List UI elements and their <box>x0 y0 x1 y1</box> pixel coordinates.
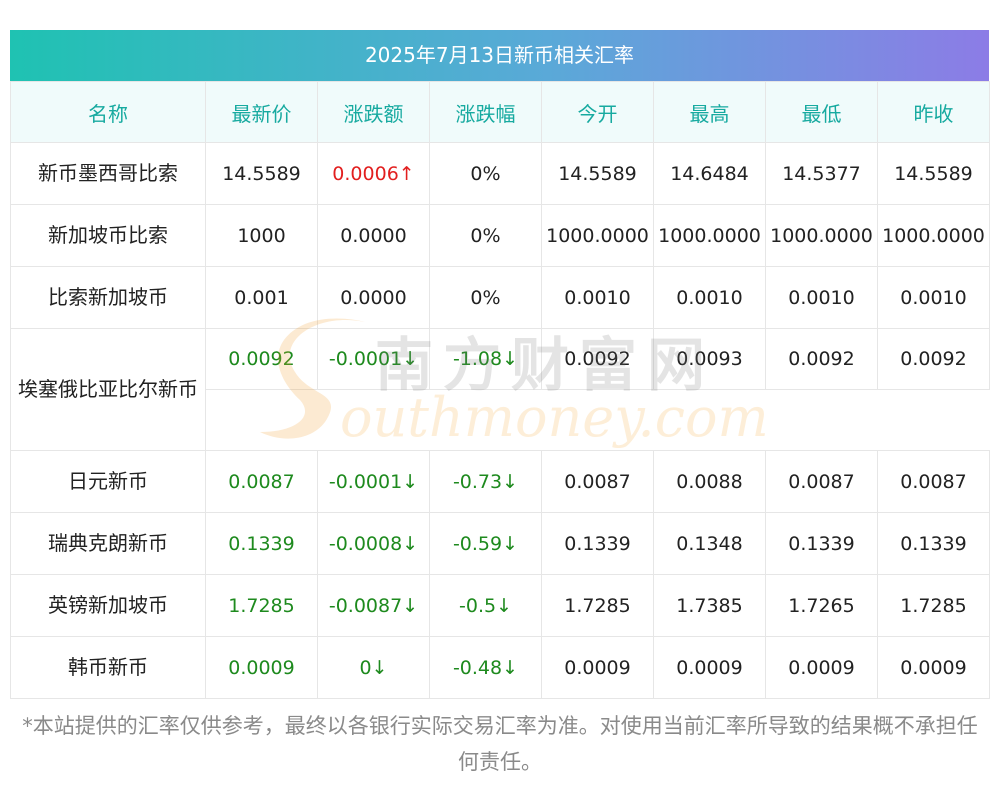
cell-latest: 14.5589 <box>205 142 318 205</box>
cell-pct: -0.73↓ <box>429 450 542 513</box>
cell-pct: 0% <box>429 204 542 267</box>
cell-pct: -0.59↓ <box>429 512 542 575</box>
cell-change: 0↓ <box>317 636 430 699</box>
header-latest: 最新价 <box>205 81 318 143</box>
table-row: 比索新加坡币 0.001 0.0000 0% 0.0010 0.0010 0.0010 0.0… <box>10 266 990 329</box>
cell-latest: 1.7285 <box>205 574 318 637</box>
cell-latest: 1000 <box>205 204 318 267</box>
cell-name: 埃塞俄比亚比尔新币 <box>10 328 206 451</box>
disclaimer: *本站提供的汇率仅供参考，最终以各银行实际交易汇率为准。对使用当前汇率所导致的结… <box>22 714 978 774</box>
cell-pct: 0% <box>429 266 542 329</box>
cell-name: 瑞典克朗新币 <box>10 512 206 575</box>
cell-change: -0.0001↓ <box>317 450 430 513</box>
header-row: 名称 最新价 涨跌额 涨跌幅 今开 最高 最低 昨收 <box>10 81 990 143</box>
cell-prev: 1000.0000 <box>877 204 990 267</box>
cell-low: 0.0009 <box>765 636 878 699</box>
table-row: 日元新币 0.0087 -0.0001↓ -0.73↓ 0.0087 0.0088 0.00… <box>10 450 990 513</box>
cell-prev: 0.0087 <box>877 450 990 513</box>
cell-high: 0.0010 <box>653 266 766 329</box>
table-row: 英镑新加坡币 1.7285 -0.0087↓ -0.5↓ 1.7285 1.7385 1.7… <box>10 574 990 637</box>
cell-high: 0.0088 <box>653 450 766 513</box>
table-row: 新加坡币比索 1000 0.0000 0% 1000.0000 1000.0000 1000… <box>10 204 990 267</box>
cell-low: 0.0010 <box>765 266 878 329</box>
cell-low: 0.0092 <box>765 328 878 390</box>
cell-name: 日元新币 <box>10 450 206 513</box>
cell-prev: 1.7285 <box>877 574 990 637</box>
cell-latest: 0.0009 <box>205 636 318 699</box>
table-row: 韩币新币 0.0009 0↓ -0.48↓ 0.0009 0.0009 0.0009 0.00… <box>10 636 990 699</box>
table-row-spacer <box>11 389 990 451</box>
cell-name: 英镑新加坡币 <box>10 574 206 637</box>
cell-open: 1.7285 <box>541 574 654 637</box>
header-open: 今开 <box>541 81 654 143</box>
header-change: 涨跌额 <box>317 81 430 143</box>
cell-open: 0.0087 <box>541 450 654 513</box>
cell-name: 新币墨西哥比索 <box>10 142 206 205</box>
cell-latest: 0.1339 <box>205 512 318 575</box>
cell-latest: 0.0092 <box>205 328 318 390</box>
cell-pct: 0% <box>429 142 542 205</box>
cell-change: -0.0001↓ <box>317 328 430 390</box>
cell-change: -0.0008↓ <box>317 512 430 575</box>
header-low: 最低 <box>765 81 878 143</box>
rates-panel: 2025年7月13日新币相关汇率 名称 最新价 涨跌额 涨跌幅 今开 最高 最低… <box>10 30 990 699</box>
cell-high: 0.1348 <box>653 512 766 575</box>
cell-pct: -0.48↓ <box>429 636 542 699</box>
cell-high: 1000.0000 <box>653 204 766 267</box>
table-title: 2025年7月13日新币相关汇率 <box>10 30 989 81</box>
cell-open: 14.5589 <box>541 142 654 205</box>
cell-change: 0.0000 <box>317 266 430 329</box>
cell-change: 0.0006↑ <box>317 142 430 205</box>
cell-high: 14.6484 <box>653 142 766 205</box>
cell-low: 1.7265 <box>765 574 878 637</box>
cell-latest: 0.001 <box>205 266 318 329</box>
cell-open: 0.0009 <box>541 636 654 699</box>
cell-open: 1000.0000 <box>541 204 654 267</box>
cell-change: -0.0087↓ <box>317 574 430 637</box>
cell-latest: 0.0087 <box>205 450 318 513</box>
cell-prev: 14.5589 <box>877 142 990 205</box>
cell-high: 1.7385 <box>653 574 766 637</box>
cell-high: 0.0093 <box>653 328 766 390</box>
table-row: 埃塞俄比亚比尔新币 0.0092 -0.0001↓ -1.08↓ 0.0092 0.009… <box>10 328 990 451</box>
cell-name: 韩币新币 <box>10 636 206 699</box>
table-row: 新币墨西哥比索 14.5589 0.0006↑ 0% 14.5589 14.6484 14.… <box>10 142 990 205</box>
header-prev: 昨收 <box>877 81 990 143</box>
cell-open: 0.1339 <box>541 512 654 575</box>
cell-high: 0.0009 <box>653 636 766 699</box>
table-row: 瑞典克朗新币 0.1339 -0.0008↓ -0.59↓ 0.1339 0.1348 0.… <box>10 512 990 575</box>
cell-low: 1000.0000 <box>765 204 878 267</box>
cell-low: 0.1339 <box>765 512 878 575</box>
header-high: 最高 <box>653 81 766 143</box>
cell-pct: -1.08↓ <box>429 328 542 390</box>
header-pct: 涨跌幅 <box>429 81 542 143</box>
cell-prev: 0.0092 <box>877 328 990 390</box>
cell-open: 0.0010 <box>541 266 654 329</box>
cell-low: 14.5377 <box>765 142 878 205</box>
cell-prev: 0.0010 <box>877 266 990 329</box>
cell-prev: 0.0009 <box>877 636 990 699</box>
cell-low: 0.0087 <box>765 450 878 513</box>
cell-open: 0.0092 <box>541 328 654 390</box>
cell-prev: 0.1339 <box>877 512 990 575</box>
cell-change: 0.0000 <box>317 204 430 267</box>
rates-table: 名称 最新价 涨跌额 涨跌幅 今开 最高 最低 昨收 新币墨西哥比索 14.558… <box>10 81 990 699</box>
cell-pct: -0.5↓ <box>429 574 542 637</box>
cell-name: 新加坡币比索 <box>10 204 206 267</box>
cell-name: 比索新加坡币 <box>10 266 206 329</box>
spacer-cell <box>205 389 990 451</box>
header-name: 名称 <box>10 81 206 143</box>
